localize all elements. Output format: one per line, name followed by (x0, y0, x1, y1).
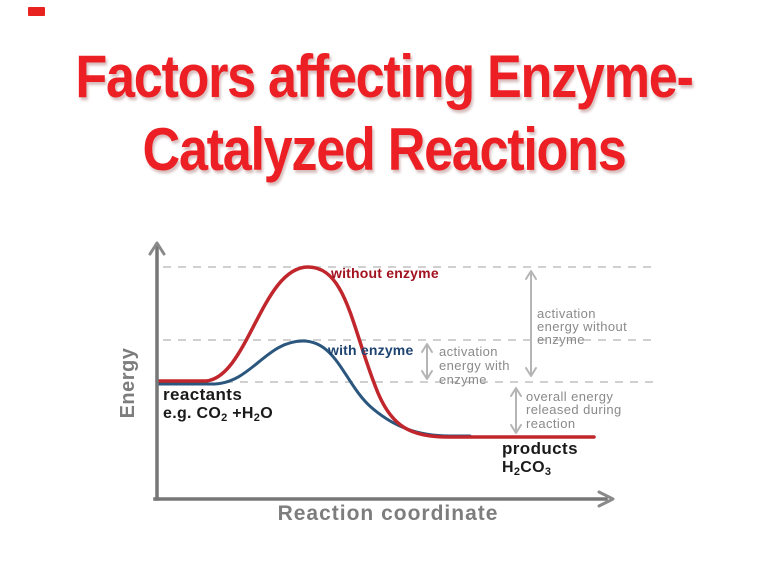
axes (148, 241, 615, 508)
reactants-label: reactants (163, 385, 242, 404)
arrow-up-head (525, 270, 537, 280)
annotation-line: activation (439, 344, 498, 359)
annotation-activation-with-enzyme: activation energy with enzyme (439, 344, 510, 387)
products-label: products (502, 439, 578, 458)
measurement-arrows (421, 270, 537, 434)
slide-title-line2: Catalyzed Reactions (142, 116, 627, 183)
curve-without-enzyme (155, 265, 596, 439)
arrow-down-head (525, 367, 537, 377)
curve-label-without-enzyme: without enzyme (330, 265, 439, 281)
x-axis-arrowhead (597, 490, 615, 508)
slide-title-line1: Factors affecting Enzyme- (75, 43, 693, 110)
annotation-line: energy with (439, 358, 510, 373)
reactants-formula: e.g. CO2 +H2O (163, 405, 273, 424)
arrow-overall-energy-released (510, 387, 522, 434)
annotation-line: enzyme (439, 372, 487, 387)
x-axis-label: Reaction coordinate (278, 502, 499, 525)
arrow-up-head (510, 387, 522, 397)
products-formula: H2CO3 (502, 459, 551, 478)
annotation-line: energy without (537, 319, 627, 334)
annotation-line: enzyme (537, 332, 585, 347)
annotation-line: reaction (526, 416, 575, 431)
slide-title: Factors affecting Enzyme- Catalyzed Reac… (50, 40, 718, 186)
annotation-line: overall energy (526, 389, 613, 404)
annotation-overall-energy-released: overall energy released during reaction (526, 389, 622, 431)
arrow-activation-without-enzyme (525, 270, 537, 377)
y-axis-label: Energy (117, 347, 139, 418)
arrow-down-head (510, 424, 522, 434)
arrow-up-head (421, 343, 433, 353)
annotation-line: released during (526, 402, 622, 417)
arrow-activation-with-enzyme (421, 343, 433, 380)
annotation-activation-without-enzyme: activation energy without enzyme (537, 306, 627, 347)
arrow-down-head (421, 370, 433, 380)
annotation-line: activation (537, 306, 596, 321)
curve-label-with-enzyme: with enzyme (327, 342, 413, 358)
y-axis-arrowhead (148, 241, 166, 256)
corner-red-progress-mark (28, 7, 45, 16)
